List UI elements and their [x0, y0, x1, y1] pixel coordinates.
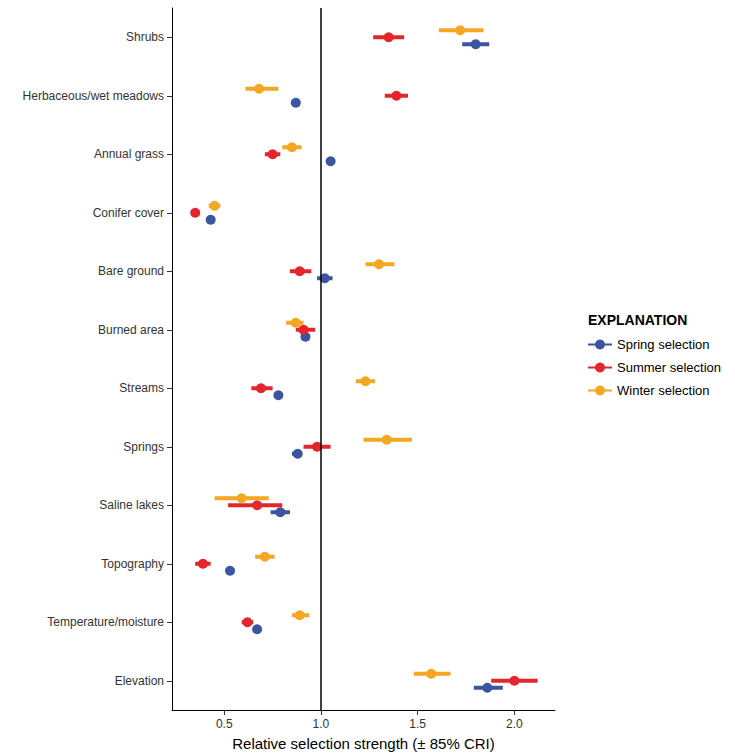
svg-text:Herbaceous/wet meadows: Herbaceous/wet meadows [23, 89, 164, 103]
svg-text:Topography: Topography [101, 557, 164, 571]
svg-text:Streams: Streams [119, 381, 164, 395]
svg-text:EXPLANATION: EXPLANATION [588, 312, 687, 328]
svg-text:Winter selection: Winter selection [617, 383, 709, 398]
svg-text:Temperature/moisture: Temperature/moisture [47, 615, 164, 629]
svg-text:1.5: 1.5 [409, 717, 426, 731]
svg-text:0.5: 0.5 [216, 717, 233, 731]
svg-text:2.0: 2.0 [506, 717, 523, 731]
svg-text:Conifer cover: Conifer cover [93, 206, 164, 220]
svg-text:Spring selection: Spring selection [617, 337, 710, 352]
svg-text:Summer selection: Summer selection [617, 360, 721, 375]
svg-text:Saline lakes: Saline lakes [99, 498, 164, 512]
svg-text:Relative selection strength (±: Relative selection strength (± 85% CRI) [232, 735, 495, 752]
svg-text:Annual grass: Annual grass [94, 147, 164, 161]
svg-text:Burned area: Burned area [98, 323, 164, 337]
svg-text:Elevation: Elevation [115, 674, 164, 688]
svg-text:Bare ground: Bare ground [98, 264, 164, 278]
svg-text:Springs: Springs [123, 440, 164, 454]
svg-text:Shrubs: Shrubs [126, 30, 164, 44]
svg-text:1.0: 1.0 [313, 717, 330, 731]
